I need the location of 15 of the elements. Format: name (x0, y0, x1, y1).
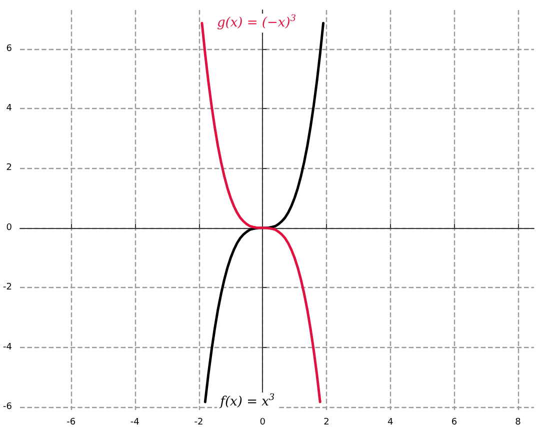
x-tick-label: 0 (260, 418, 266, 427)
y-tick-label: 0 (6, 222, 12, 233)
y-tick-label: -6 (2, 402, 12, 412)
x-tick-label: -4 (130, 418, 140, 427)
x-tick-label: 2 (324, 418, 330, 427)
y-tick-label: -4 (2, 342, 12, 352)
y-tick-label: -2 (2, 282, 12, 293)
y-tick-label: 2 (6, 163, 12, 174)
x-tick-label: 4 (387, 418, 394, 427)
x-tick-label: 8 (515, 418, 522, 427)
x-tick-label: 6 (451, 418, 458, 427)
y-tick-label: 4 (6, 104, 12, 114)
y-tick-label: 6 (6, 44, 12, 54)
x-tick-label: -6 (66, 418, 76, 427)
x-tick-label: -2 (194, 418, 204, 427)
